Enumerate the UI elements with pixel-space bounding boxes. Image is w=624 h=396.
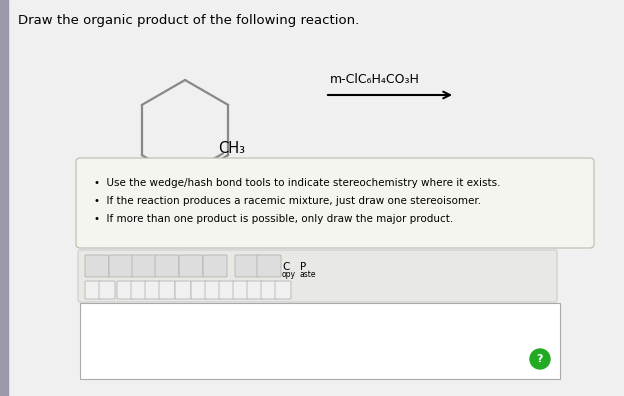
FancyBboxPatch shape: [155, 255, 179, 277]
FancyBboxPatch shape: [247, 281, 263, 299]
FancyBboxPatch shape: [117, 281, 133, 299]
Text: m-ClC₆H₄CO₃H: m-ClC₆H₄CO₃H: [330, 73, 420, 86]
FancyBboxPatch shape: [78, 250, 557, 302]
FancyBboxPatch shape: [219, 281, 235, 299]
FancyBboxPatch shape: [159, 281, 175, 299]
FancyBboxPatch shape: [132, 255, 156, 277]
FancyBboxPatch shape: [179, 255, 203, 277]
FancyBboxPatch shape: [257, 255, 281, 277]
FancyBboxPatch shape: [99, 281, 115, 299]
FancyBboxPatch shape: [235, 255, 259, 277]
FancyBboxPatch shape: [261, 281, 277, 299]
Text: •  If the reaction produces a racemic mixture, just draw one stereoisomer.: • If the reaction produces a racemic mix…: [94, 196, 481, 206]
Bar: [0, 0, 8, 396]
FancyBboxPatch shape: [85, 281, 101, 299]
Text: •  If more than one product is possible, only draw the major product.: • If more than one product is possible, …: [94, 214, 453, 224]
FancyBboxPatch shape: [275, 281, 291, 299]
FancyBboxPatch shape: [76, 158, 594, 248]
FancyBboxPatch shape: [233, 281, 249, 299]
FancyBboxPatch shape: [109, 255, 133, 277]
FancyBboxPatch shape: [175, 281, 191, 299]
Text: CH₃: CH₃: [218, 141, 245, 156]
Text: opy: opy: [282, 270, 296, 279]
Text: C: C: [282, 262, 290, 272]
Text: •  Use the wedge/hash bond tools to indicate stereochemistry where it exists.: • Use the wedge/hash bond tools to indic…: [94, 178, 500, 188]
Bar: [80, 303, 560, 379]
FancyBboxPatch shape: [205, 281, 221, 299]
Circle shape: [530, 349, 550, 369]
Text: Draw the organic product of the following reaction.: Draw the organic product of the followin…: [18, 14, 359, 27]
Text: P: P: [300, 262, 306, 272]
FancyBboxPatch shape: [131, 281, 147, 299]
FancyBboxPatch shape: [85, 255, 109, 277]
Text: aste: aste: [300, 270, 316, 279]
FancyBboxPatch shape: [191, 281, 207, 299]
Text: ?: ?: [537, 354, 544, 364]
FancyBboxPatch shape: [145, 281, 161, 299]
FancyBboxPatch shape: [203, 255, 227, 277]
